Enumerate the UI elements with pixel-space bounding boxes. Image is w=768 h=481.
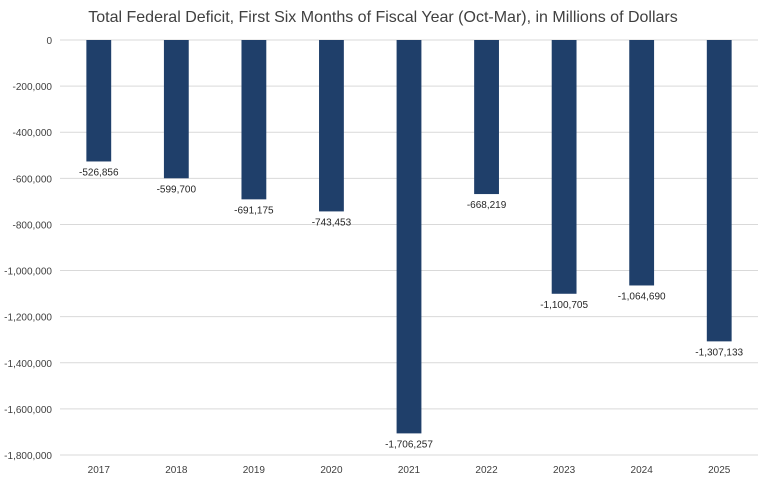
data-labels: -526,856 -599,700 -691,175 -743,453 -1,706,2…	[79, 167, 744, 450]
y-tick-label: -400,000	[13, 128, 53, 139]
x-tick-label-2020: 2020	[320, 465, 343, 476]
y-tick-label: -600,000	[13, 174, 53, 185]
bar-2023	[551, 40, 577, 294]
bars	[86, 40, 732, 434]
data-label-2018: -599,700	[157, 184, 197, 195]
data-label-2020: -743,453	[312, 217, 352, 228]
data-label-2025: -1,307,133	[695, 347, 743, 358]
bar-2017	[86, 40, 112, 162]
y-tick-label: -1,400,000	[4, 359, 52, 370]
data-label-2017: -526,856	[79, 167, 119, 178]
y-tick-label: -800,000	[13, 220, 53, 231]
data-label-2022: -668,219	[467, 200, 507, 211]
x-tick-label-2019: 2019	[243, 465, 266, 476]
bar-2019	[241, 40, 267, 200]
bar-2025	[706, 40, 732, 342]
y-tick-label: -1,000,000	[4, 267, 52, 278]
x-axis-tick-labels: 2017 2018 2019 2020 2021 2022 2023 2024 2025	[88, 465, 731, 476]
bar-2021	[396, 40, 422, 434]
y-tick-label: -1,200,000	[4, 313, 52, 324]
bar-2018	[163, 40, 189, 179]
bar-2020	[319, 40, 344, 212]
bar-2022	[474, 40, 499, 195]
data-label-2024: -1,064,690	[618, 291, 666, 302]
x-tick-label-2024: 2024	[631, 465, 654, 476]
bar-2024	[629, 40, 655, 286]
x-tick-label-2017: 2017	[88, 465, 111, 476]
y-tick-label: 0	[46, 36, 52, 47]
x-tick-label-2023: 2023	[553, 465, 576, 476]
x-tick-label-2021: 2021	[398, 465, 421, 476]
data-label-2021: -1,706,257	[385, 439, 433, 450]
y-tick-label: -1,800,000	[4, 451, 52, 462]
x-tick-label-2025: 2025	[708, 465, 731, 476]
y-tick-label: -1,600,000	[4, 405, 52, 416]
x-tick-label-2018: 2018	[165, 465, 188, 476]
y-tick-label: -200,000	[13, 82, 53, 93]
data-label-2023: -1,100,705	[540, 300, 588, 311]
y-axis-tick-labels: 0 -200,000 -400,000 -600,000 -800,000 -1,000,…	[4, 36, 52, 462]
data-label-2019: -691,175	[234, 205, 274, 216]
chart-title: Total Federal Deficit, First Six Months …	[88, 9, 678, 26]
x-tick-label-2022: 2022	[475, 465, 498, 476]
